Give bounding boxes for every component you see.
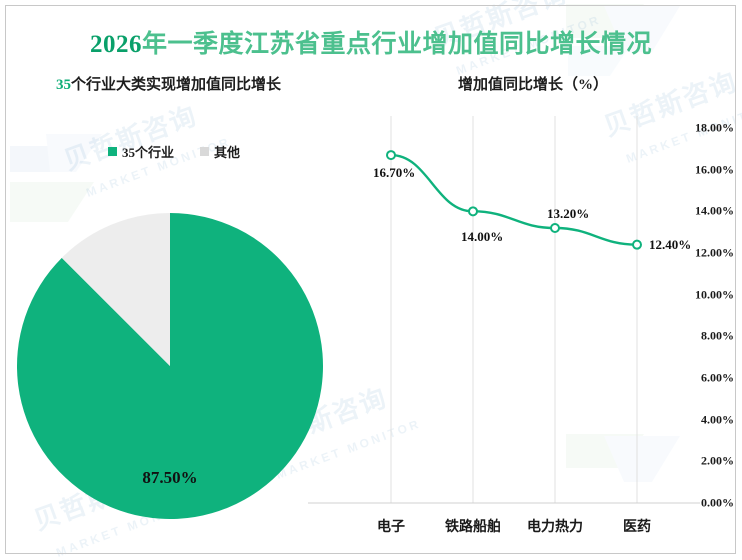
line-chart: 0.00% 2.00% 4.00% 6.00% 8.00% 10.00% 12.00% 14.…: [300, 110, 742, 560]
data-point-3[interactable]: [632, 239, 642, 250]
pie-chart-subtitle: 35个行业大类实现增加值同比增长: [56, 73, 281, 94]
data-point-0[interactable]: [386, 150, 396, 161]
legend-swatch-icon-1: [200, 147, 210, 156]
y-axis-tick-7: 14.00%: [695, 203, 734, 218]
legend-swatch-icon-0: [108, 147, 117, 156]
y-axis-tick-4: 8.00%: [701, 328, 734, 343]
y-axis-tick-9: 18.00%: [695, 120, 734, 135]
page-title: 2026年一季度江苏省重点行业增加值同比增长情况: [0, 24, 742, 60]
data-point-label-0: 16.70%: [373, 165, 416, 181]
x-axis-tick-0: 电子: [377, 520, 405, 535]
pie-slice-label-0: 87.50%: [142, 468, 198, 487]
pie-legend: 35个行业 其他: [108, 142, 240, 161]
data-point-label-3: 12.40%: [649, 236, 692, 252]
watermark-text: 贝哲斯咨询: [59, 100, 202, 176]
y-axis-tick-2: 4.00%: [701, 412, 734, 427]
data-point-2[interactable]: [550, 223, 560, 233]
pie-chart-subtitle-rest: 个行业大类实现增加值同比增长: [71, 77, 282, 93]
pie-chart-svg: [16, 213, 324, 519]
y-axis-tick-6: 12.00%: [695, 245, 734, 260]
line-chart-subtitle: 增加值同比增长（%）: [458, 77, 609, 93]
page-title-rest: 年一季度江苏省重点行业增加值同比增长情况: [141, 31, 652, 58]
pie-chart-subtitle-highlight: 35: [56, 77, 71, 93]
data-point-1[interactable]: [468, 206, 478, 217]
y-axis-tick-5: 10.00%: [695, 287, 734, 302]
y-axis-tick-3: 6.00%: [701, 370, 734, 385]
pie-slice-1[interactable]: [61, 213, 170, 366]
data-point-label-1: 14.00%: [461, 229, 504, 245]
pie-chart: 87.50%: [16, 213, 324, 519]
y-axis-tick-8: 16.00%: [695, 162, 734, 177]
data-point-label-2: 13.20%: [547, 206, 590, 221]
legend-label-0: 35个行业: [122, 145, 175, 160]
y-axis-tick-1: 2.00%: [701, 453, 734, 468]
y-axis-tick-0: 0.00%: [701, 495, 734, 510]
legend-item-0[interactable]: 35个行业: [108, 142, 174, 161]
legend-item-1[interactable]: 其他: [200, 142, 240, 161]
x-axis-tick-2: 电力热力: [527, 520, 583, 535]
x-axis-tick-1: 铁路船舶: [445, 520, 501, 535]
legend-label-1: 其他: [214, 145, 241, 160]
line-series-path: [389, 153, 639, 246]
line-chart-svg: [308, 116, 700, 504]
page-title-highlight: 2026: [89, 31, 142, 58]
x-axis-tick-3: 医药: [623, 520, 651, 535]
